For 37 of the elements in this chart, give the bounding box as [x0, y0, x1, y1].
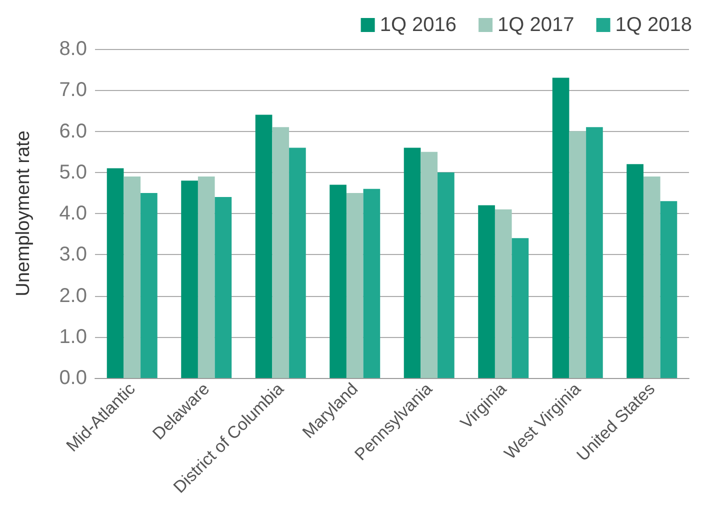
bar — [346, 192, 364, 378]
bar — [438, 172, 454, 378]
bar — [494, 209, 512, 378]
bar — [420, 152, 438, 378]
bar — [660, 201, 678, 378]
y-tick-label: 3.0 — [59, 244, 87, 266]
bar — [124, 176, 141, 378]
bar — [272, 127, 290, 378]
bar — [586, 127, 603, 378]
bar — [363, 188, 380, 378]
y-tick-label: 2.0 — [59, 284, 87, 307]
bar — [255, 114, 272, 378]
legend-label: 1Q 2017 — [498, 14, 574, 36]
bar — [569, 131, 586, 378]
y-tick-label: 0.0 — [59, 367, 87, 389]
y-tick-label: 1.0 — [59, 326, 87, 348]
bar — [643, 176, 660, 378]
bar — [289, 148, 306, 378]
y-tick-label: 5.0 — [59, 161, 87, 184]
bar — [181, 180, 198, 378]
bar — [106, 168, 124, 378]
legend-label: 1Q 2016 — [380, 14, 457, 36]
y-tick-label: 7.0 — [59, 79, 87, 102]
y-tick-label: 4.0 — [59, 202, 87, 224]
bar — [478, 205, 495, 378]
y-tick-label: 6.0 — [59, 120, 87, 142]
bar — [404, 148, 421, 378]
bar — [330, 184, 346, 378]
bar — [552, 78, 570, 378]
bar — [626, 164, 644, 378]
y-tick-label: 8.0 — [59, 38, 87, 60]
bar — [214, 197, 232, 378]
y-axis-title: Unemployment rate — [13, 130, 34, 296]
bar — [140, 192, 158, 378]
bar — [512, 238, 529, 378]
bar — [198, 176, 215, 378]
legend-label: 1Q 2018 — [615, 14, 692, 36]
